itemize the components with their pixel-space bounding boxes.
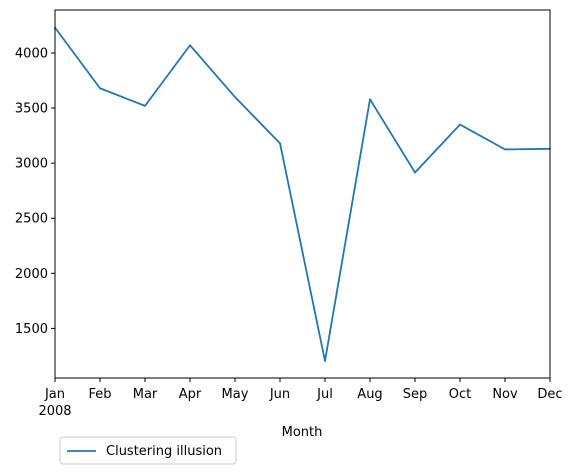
x-tick-label: Aug — [357, 387, 382, 402]
x-tick-label: Feb — [88, 387, 111, 402]
x-axis-title: Month — [282, 425, 323, 440]
data-point — [504, 148, 506, 151]
data-point — [189, 44, 191, 47]
x-tick-label: Nov — [492, 387, 518, 402]
y-tick-label: 3500 — [15, 102, 48, 117]
x-axis: Jan Feb Mar Apr May Jun Jul Aug Sep Oct Nov Dec — [44, 378, 563, 402]
y-tick-label: 4000 — [15, 46, 48, 61]
x-tick-label: Dec — [537, 387, 562, 402]
legend: Clustering illusion — [59, 436, 237, 465]
x-tick-label: Oct — [449, 387, 471, 402]
data-point — [324, 360, 326, 362]
x-tick-label: Mar — [133, 387, 158, 402]
y-tick-label: 2500 — [15, 212, 48, 227]
plot-area: 1500 2000 2500 3000 3500 4000 Jan Feb Mar Apr May… — [15, 9, 563, 402]
y-tick-label: 3000 — [15, 157, 48, 172]
x-tick-label: Jun — [269, 387, 290, 402]
data-point — [234, 96, 236, 98]
x-tick-label: Sep — [403, 387, 428, 402]
series-line — [54, 27, 551, 362]
data-point — [459, 123, 461, 126]
x-tick-label: Jul — [316, 387, 333, 402]
data-point — [279, 142, 281, 145]
x-tick-label: Apr — [179, 387, 202, 402]
y-tick-label: 2000 — [15, 267, 48, 282]
data-point — [99, 87, 101, 90]
y-axis: 1500 2000 2500 3000 3500 4000 — [15, 46, 55, 337]
data-point — [414, 171, 416, 174]
legend-box — [59, 436, 237, 465]
y-tick-label: 1500 — [15, 322, 48, 337]
legend-label: Clustering illusion — [106, 444, 222, 459]
plot-frame — [54, 9, 551, 379]
data-point — [369, 98, 371, 101]
data-point — [144, 104, 146, 107]
x-year-label: 2008 — [38, 404, 71, 419]
x-tick-label: May — [222, 387, 249, 402]
series-layer — [54, 26, 551, 362]
x-tick-label: Jan — [44, 387, 65, 402]
